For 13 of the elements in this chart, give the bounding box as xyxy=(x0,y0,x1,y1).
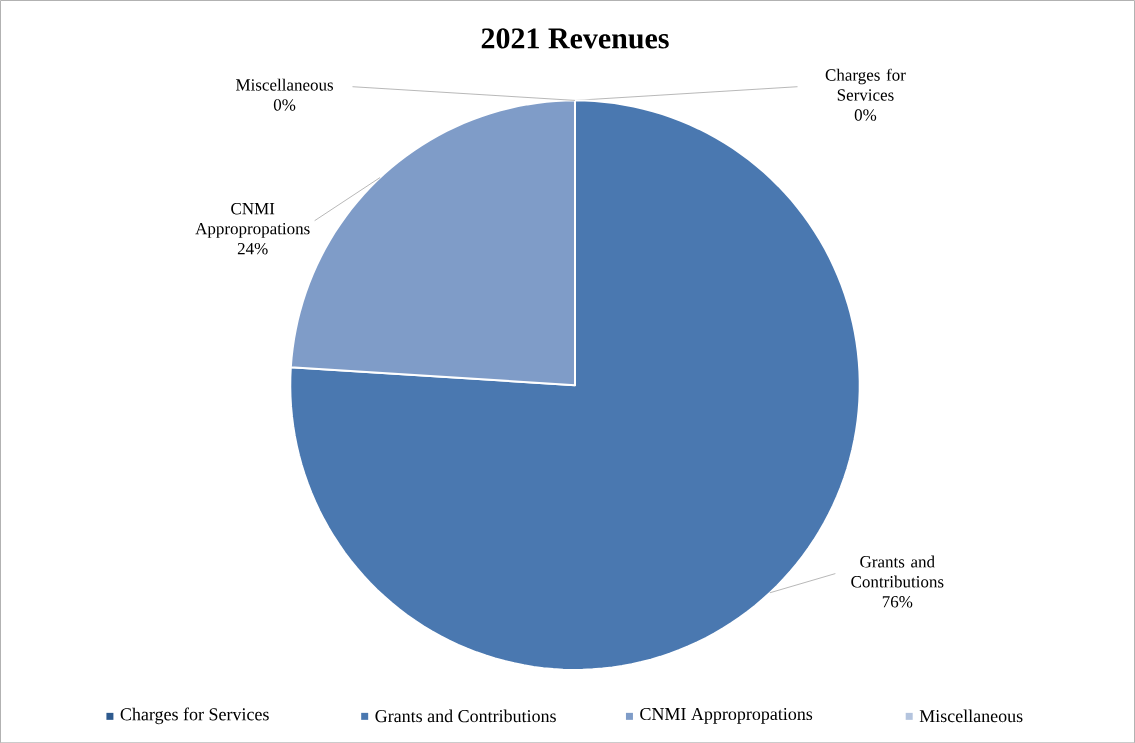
data-label: 24% xyxy=(237,242,268,255)
legend-label: Miscellaneous xyxy=(919,709,1023,723)
text: 0% xyxy=(854,109,877,121)
slice-label: CNMI Appropropations xyxy=(195,202,310,238)
legend-label: Grants and Contributions xyxy=(375,709,556,723)
text: 0% xyxy=(273,99,296,111)
category-label: Miscellaneous xyxy=(235,78,334,91)
category-label: Charges for Services xyxy=(825,68,906,101)
chart-title: 2021 Revenues xyxy=(481,28,669,49)
legend-label: CNMI Appropropations xyxy=(640,707,813,724)
legend-label: Charges for Services xyxy=(120,707,269,724)
data-label: 76% xyxy=(882,595,913,608)
slice-label: Grants and Contributions xyxy=(851,555,944,588)
